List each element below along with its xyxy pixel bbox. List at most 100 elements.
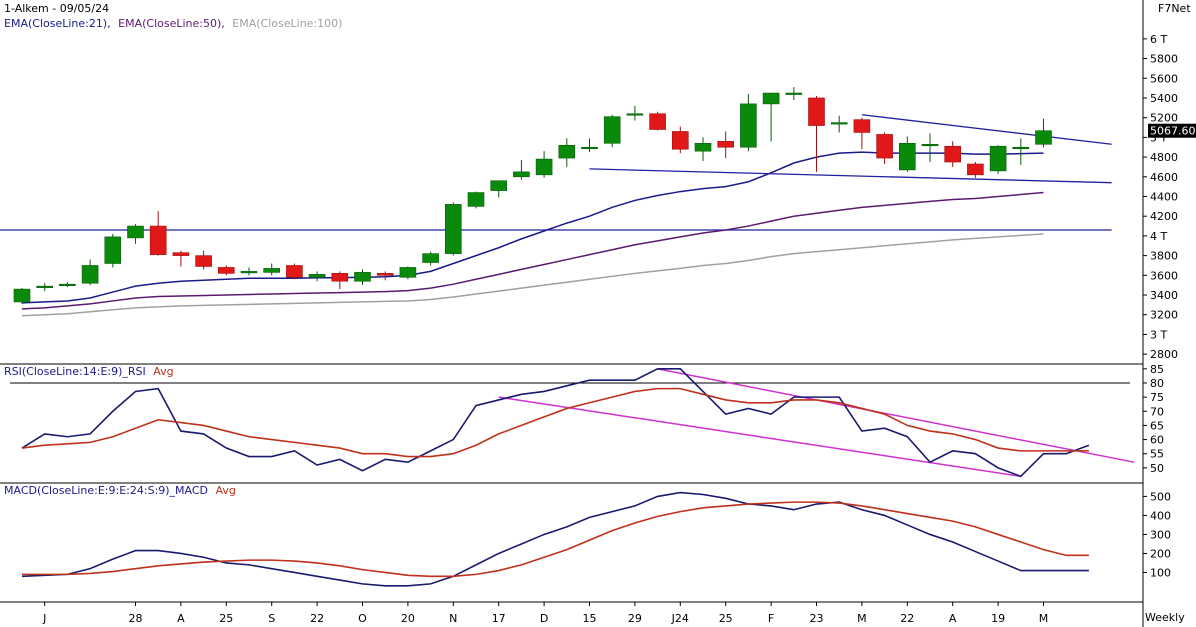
candle-body [59,283,76,286]
y-tick-label: 3600 [1150,269,1178,282]
y-tick-label: 65 [1150,419,1164,432]
y-tick-label: 4800 [1150,151,1178,164]
x-tick-label: A [177,612,185,625]
ema-21-line [21,151,1044,304]
x-tick-label: 20 [401,612,415,625]
macd-avg-line [22,501,1089,578]
rsi-avg-label: Avg [153,365,173,378]
candle-body [195,255,212,267]
candle [921,133,939,163]
candle [581,138,598,153]
x-tick-label: J [42,612,46,625]
trendlines [0,114,1112,231]
rsi-trendline [657,368,1135,463]
last-price-value: 5067.60 [1150,125,1196,138]
macd-lines [21,491,1089,587]
candle-body [263,268,281,273]
candle-body [808,97,825,126]
y-tick-label: 4600 [1150,171,1178,184]
candle [36,283,54,292]
rsi-label: RSI(CloseLine:14:E:9)_RSI [4,365,146,378]
x-tick-label: M [1039,612,1049,625]
y-tick-label: 55 [1150,448,1164,461]
candle [331,271,349,290]
candle-body [717,141,735,148]
candle [649,111,666,131]
ema-50-line [21,191,1044,310]
candle-body [490,180,508,191]
candle [853,117,871,150]
candle-body [989,145,1007,172]
candle [830,115,848,133]
candle-body [218,267,235,274]
ema-lines [21,151,1044,317]
candle-body [354,272,371,282]
x-axis-ticks: J 28 A 25 S 22 O 20 N 17 D 15 29 J24 25 F 23 M 22 A 19 M [42,602,1048,625]
candle [603,114,621,148]
candle-body [36,285,54,288]
y-tick-label: 4200 [1150,210,1178,223]
candle [762,92,780,142]
candle [876,132,893,164]
price-trendline [861,114,1112,145]
candle [422,251,439,266]
candle-body [376,273,394,276]
candle-body [853,119,871,133]
candle [127,224,144,244]
y-tick-label: 3200 [1150,309,1178,322]
macd-line [21,491,1089,587]
candle-body [558,144,576,159]
candle-body [422,253,439,263]
candle [558,138,576,167]
candle-body [535,158,553,176]
last-price-tag: 5067.60 [1148,123,1196,138]
candle-body [172,252,190,256]
ema-21-label: EMA(CloseLine:21), [4,17,111,30]
rsi-avg-line [21,387,1089,458]
y-tick-label: 3 T [1150,328,1167,341]
x-tick-label: D [540,612,548,625]
candlesticks [13,87,1052,304]
chart-title: 1-Alkem - 09/05/24 [4,2,109,15]
candle-body [581,146,598,150]
candle-body [331,273,349,282]
candle [1035,118,1052,148]
x-tick-label: 22 [310,612,324,625]
y-tick-label: 300 [1150,528,1171,541]
y-tick-label: 5800 [1150,53,1178,66]
period-label: Weekly [1145,611,1185,624]
candle-body [286,265,303,278]
x-tick-label: 28 [129,612,143,625]
candle [808,96,825,172]
y-tick-label: 6 T [1150,33,1167,46]
candle [671,126,689,154]
x-tick-label: J24 [671,612,689,625]
candle-body [1035,130,1052,145]
x-tick-label: S [268,612,275,625]
candle-body [671,131,689,150]
x-tick-label: 22 [900,612,914,625]
candle [535,151,553,178]
candle [626,105,644,121]
macd-label: MACD(CloseLine:E:9:E:24:S:9)_MACD [4,484,208,497]
candle [308,271,326,282]
x-tick-label: 29 [628,612,642,625]
candle [286,263,303,280]
candle [444,202,462,256]
candle [1012,138,1030,165]
candle-body [898,142,916,171]
candle [13,288,31,304]
provider-label: F7Net [1158,2,1191,15]
x-tick-label: 17 [492,612,506,625]
ema-100-line [21,233,1044,317]
candle [399,266,417,280]
x-tick-label: F [768,612,774,625]
y-tick-label: 100 [1150,566,1171,579]
candle-body [240,271,258,274]
candle-body [626,113,644,116]
candle [240,267,258,276]
candle-body [876,134,893,159]
ema-100-label: EMA(CloseLine:100) [232,17,342,30]
candle-body [104,236,122,264]
